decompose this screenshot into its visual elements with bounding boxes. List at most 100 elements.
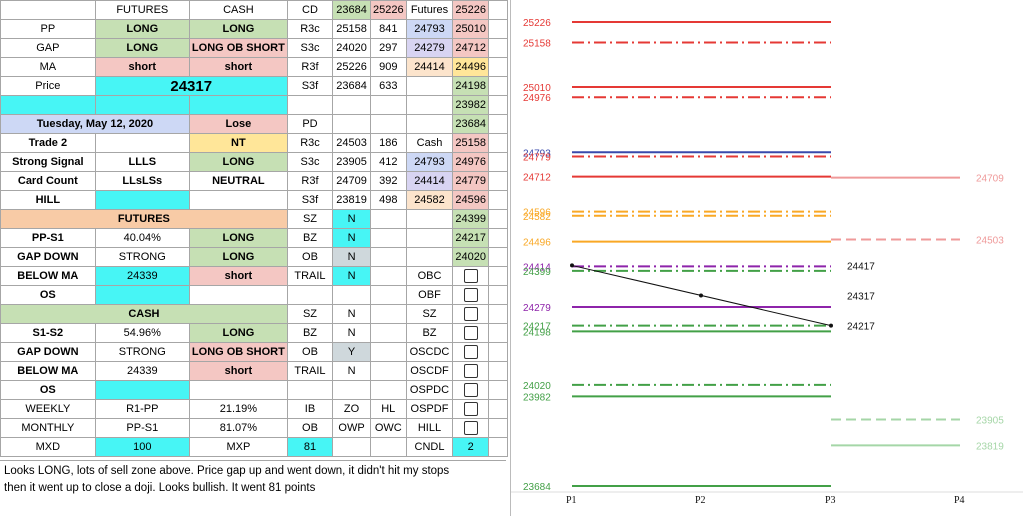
cell[interactable]: PD [286, 114, 334, 134]
cell[interactable] [369, 95, 407, 115]
cell[interactable] [488, 228, 508, 248]
cell[interactable]: 633 [369, 76, 407, 96]
cell[interactable] [405, 247, 454, 267]
cell[interactable]: 909 [369, 57, 407, 77]
cell[interactable]: LONG OB SHORT [188, 38, 288, 58]
cell[interactable] [452, 361, 489, 381]
cell[interactable]: 24217 [452, 228, 489, 248]
cell[interactable]: N [332, 266, 371, 286]
cell[interactable]: OB [286, 418, 334, 438]
cell[interactable] [488, 342, 508, 362]
cell[interactable] [488, 323, 508, 343]
cell[interactable]: OWC [369, 418, 407, 438]
cell[interactable]: 25226 [452, 0, 489, 20]
cell[interactable]: 24596 [452, 190, 489, 210]
cell[interactable] [488, 418, 508, 438]
cell[interactable] [369, 380, 407, 400]
cell[interactable] [332, 380, 371, 400]
cell[interactable]: FUTURES [94, 0, 190, 20]
date-cell[interactable]: Tuesday, May 12, 2020 [0, 114, 190, 134]
cell[interactable]: 24976 [452, 152, 489, 172]
cell[interactable] [488, 361, 508, 381]
cell[interactable] [488, 247, 508, 267]
cell[interactable]: S3c [286, 152, 334, 172]
cell[interactable]: TRAIL [286, 361, 334, 381]
cell[interactable]: LONG [188, 19, 288, 39]
cell[interactable] [488, 0, 508, 20]
cell[interactable] [188, 190, 288, 210]
cell[interactable] [488, 304, 508, 324]
cell[interactable] [488, 38, 508, 58]
cell[interactable] [188, 95, 288, 115]
cell[interactable] [369, 285, 407, 305]
cell[interactable]: BELOW MA [0, 266, 96, 286]
cell[interactable]: 81 [286, 437, 334, 457]
cell[interactable]: CASH [188, 0, 288, 20]
cell[interactable]: 40.04% [94, 228, 190, 248]
checkbox[interactable] [463, 326, 478, 340]
cell[interactable]: Trade 2 [0, 133, 96, 153]
cell[interactable]: HILL [0, 190, 96, 210]
checkbox[interactable] [463, 421, 478, 435]
cell[interactable] [488, 437, 508, 457]
cell[interactable]: GAP DOWN [0, 342, 96, 362]
checkbox[interactable] [463, 307, 478, 321]
cell[interactable]: 24399 [452, 209, 489, 229]
cell[interactable]: OS [0, 380, 96, 400]
cell[interactable] [369, 114, 407, 134]
checkbox[interactable] [463, 383, 478, 397]
cell[interactable]: HILL [405, 418, 454, 438]
cell[interactable] [405, 114, 454, 134]
cell[interactable]: 412 [369, 152, 407, 172]
cell[interactable]: N [332, 304, 371, 324]
cell[interactable]: 24414 [405, 57, 454, 77]
cell[interactable]: CD [286, 0, 334, 20]
cell[interactable] [488, 76, 508, 96]
cell[interactable]: LONG [188, 323, 288, 343]
cell[interactable] [94, 133, 190, 153]
cell[interactable]: GAP DOWN [0, 247, 96, 267]
cell[interactable] [405, 228, 454, 248]
cell[interactable]: OSPDC [405, 380, 454, 400]
cell[interactable]: BELOW MA [0, 361, 96, 381]
cell[interactable]: 24020 [452, 247, 489, 267]
cell[interactable]: short [188, 266, 288, 286]
cell[interactable]: 24198 [452, 76, 489, 96]
cell[interactable]: OBF [405, 285, 454, 305]
cell[interactable]: 23684 [332, 76, 371, 96]
cell[interactable] [452, 266, 489, 286]
cell[interactable]: MXP [188, 437, 288, 457]
cell[interactable]: OSPDF [405, 399, 454, 419]
cell[interactable]: R3c [286, 133, 334, 153]
cell[interactable]: OS [0, 285, 96, 305]
checkbox[interactable] [463, 402, 478, 416]
cell[interactable]: LONG [94, 38, 190, 58]
cell[interactable] [188, 285, 288, 305]
cell[interactable]: OB [286, 247, 334, 267]
cell[interactable]: R1-PP [94, 399, 190, 419]
cell[interactable] [94, 285, 190, 305]
cell[interactable]: 25158 [452, 133, 489, 153]
cell[interactable]: 23905 [332, 152, 371, 172]
cell[interactable]: 24503 [332, 133, 371, 153]
cell[interactable] [488, 171, 508, 191]
cell[interactable]: LONG OB SHORT [188, 342, 288, 362]
cell[interactable]: TRAIL [286, 266, 334, 286]
cell[interactable]: 186 [369, 133, 407, 153]
cell[interactable] [369, 342, 407, 362]
cell[interactable]: 24339 [94, 361, 190, 381]
cell[interactable]: 297 [369, 38, 407, 58]
cell[interactable] [452, 399, 489, 419]
cell[interactable]: BZ [286, 323, 334, 343]
cell[interactable] [488, 95, 508, 115]
cell[interactable]: 498 [369, 190, 407, 210]
cell[interactable]: OSCDC [405, 342, 454, 362]
cell[interactable]: 81.07% [188, 418, 288, 438]
cell[interactable]: PP-S1 [94, 418, 190, 438]
cell[interactable]: HL [369, 399, 407, 419]
cell[interactable]: 24279 [405, 38, 454, 58]
cell[interactable]: Cash [405, 133, 454, 153]
cell[interactable]: 24793 [405, 19, 454, 39]
cell[interactable]: NT [188, 133, 288, 153]
cell[interactable]: 100 [94, 437, 190, 457]
